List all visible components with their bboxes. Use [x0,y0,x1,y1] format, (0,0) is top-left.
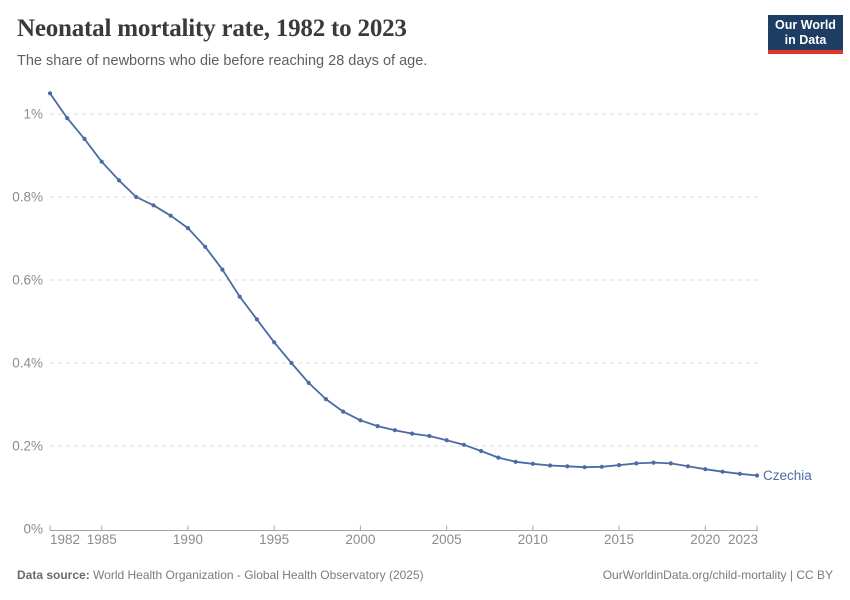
data-point-marker[interactable] [668,461,673,466]
x-axis-tick-label: 2000 [345,532,375,547]
y-axis-tick-label: 0.8% [12,190,43,205]
series-line-czechia[interactable] [49,92,758,477]
data-point-marker[interactable] [513,459,518,464]
data-point-marker[interactable] [479,448,484,454]
data-point-marker[interactable] [151,203,156,208]
data-point-marker[interactable] [168,213,173,218]
data-point-marker[interactable] [289,360,294,366]
data-point-marker[interactable] [685,464,691,469]
y-axis-tick-label: 0.4% [12,356,43,371]
data-source-label: Data source: [17,568,90,582]
data-point-marker[interactable] [134,194,139,200]
data-point-marker[interactable] [116,178,122,183]
data-point-marker[interactable] [616,463,622,468]
data-source: Data source: World Health Organization -… [17,568,424,583]
x-axis-tick-label: 2020 [690,532,720,547]
data-point-marker[interactable] [565,464,570,469]
data-point-marker[interactable] [341,409,346,414]
owid-logo-accent-bar [768,50,843,54]
data-point-marker[interactable] [203,244,208,249]
x-axis-tick-label: 2023 [728,532,758,547]
data-point-marker[interactable] [306,380,311,385]
data-point-marker[interactable] [82,136,87,141]
data-point-marker[interactable] [548,463,553,468]
owid-logo[interactable]: Our World in Data [768,15,843,50]
chart-title: Neonatal mortality rate, 1982 to 2023 [17,15,407,42]
x-axis-tick-label: 1990 [173,532,203,547]
data-point-marker[interactable] [720,469,725,474]
data-point-marker[interactable] [530,461,535,466]
data-point-marker[interactable] [65,116,70,121]
data-point-marker[interactable] [254,317,259,322]
data-point-marker[interactable] [392,428,397,433]
data-point-marker[interactable] [185,226,191,231]
chart-subtitle: The share of newborns who die before rea… [17,53,428,69]
y-axis-tick-label: 0.6% [12,273,43,288]
data-point-marker[interactable] [737,471,742,476]
data-point-marker[interactable] [272,340,277,345]
x-axis-tick-label: 2015 [604,532,634,547]
data-point-marker[interactable] [754,473,760,478]
data-point-marker[interactable] [410,431,415,436]
y-axis-tick-label: 1% [23,107,43,122]
data-point-marker[interactable] [323,397,328,402]
chart-footer: Data source: World Health Organization -… [17,568,833,583]
x-axis-tick-label: 2005 [432,532,462,547]
data-point-marker[interactable] [427,433,432,439]
data-point-marker[interactable] [99,159,104,164]
data-point-marker[interactable] [651,460,656,465]
data-point-marker[interactable] [582,465,587,470]
x-axis-tick-label: 1982 [50,532,80,547]
x-axis-tick-label: 1985 [87,532,117,547]
data-point-marker[interactable] [47,91,53,96]
data-point-marker[interactable] [220,267,225,272]
footer-link[interactable]: OurWorldinData.org/child-mortality | CC … [602,568,833,582]
x-axis-tick-label: 1995 [259,532,289,547]
data-point-marker[interactable] [375,424,380,429]
owid-logo-text: Our World in Data [775,17,836,47]
data-point-marker[interactable] [237,294,242,299]
data-point-marker[interactable] [461,442,466,447]
x-axis-tick-label: 2010 [518,532,548,547]
data-point-marker[interactable] [703,467,708,472]
y-axis-tick-label: 0.2% [12,439,43,454]
series-label-czechia[interactable]: Czechia [763,468,812,483]
data-point-marker[interactable] [496,455,501,460]
data-point-marker[interactable] [358,418,363,423]
data-source-text: World Health Organization - Global Healt… [89,568,424,582]
y-axis-tick-label: 0% [23,522,43,537]
data-point-marker[interactable] [444,438,449,443]
data-point-marker[interactable] [599,464,604,469]
data-point-marker[interactable] [634,461,639,466]
